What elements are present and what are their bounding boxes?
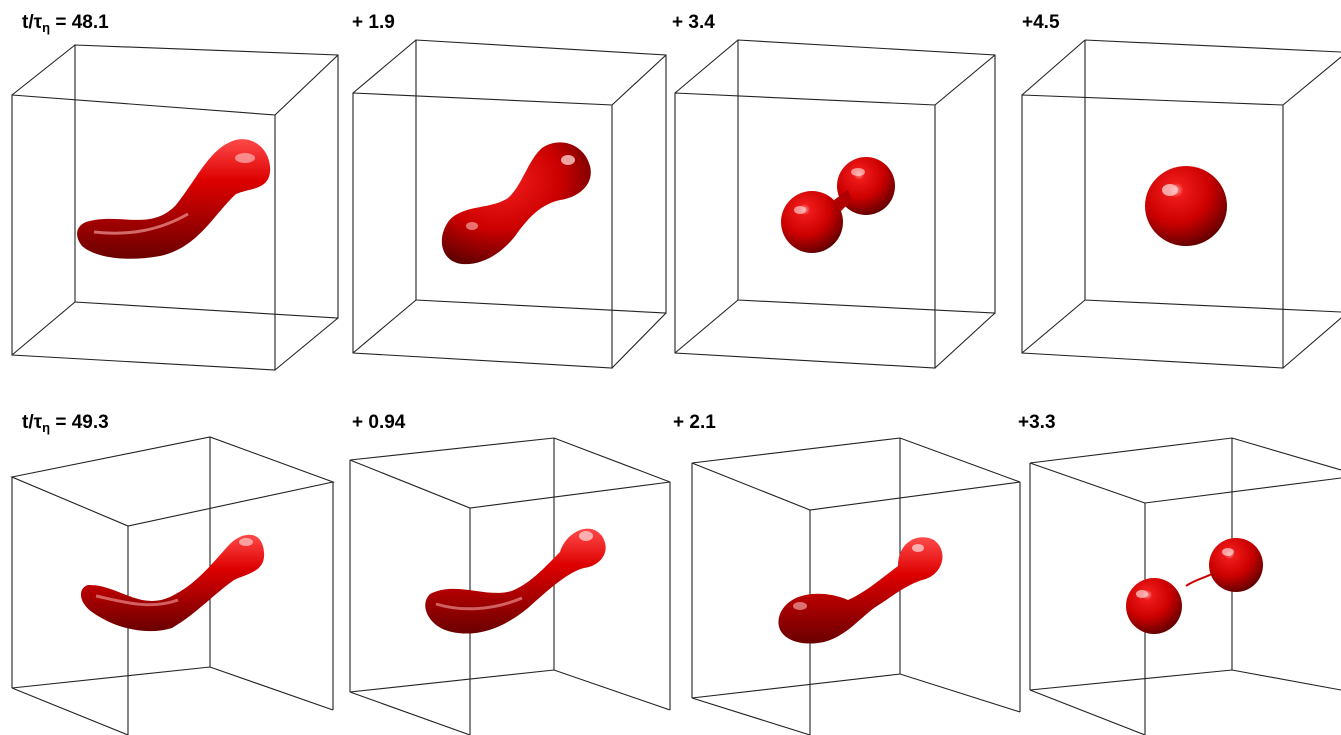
panel-r2-1 bbox=[10, 436, 335, 735]
droplet bbox=[441, 142, 591, 265]
droplet bbox=[77, 139, 271, 259]
panel-r1-3 bbox=[674, 39, 996, 369]
panel-label-r2-3: + 2.1 bbox=[673, 412, 716, 433]
panel-label-r2-2: + 0.94 bbox=[352, 412, 406, 433]
panel-r1-4 bbox=[1021, 39, 1341, 369]
box-wireframe bbox=[674, 39, 996, 369]
panel-r2-2 bbox=[349, 437, 671, 735]
box-wireframe bbox=[349, 437, 671, 735]
panel-label-r1-4: +4.5 bbox=[1022, 12, 1060, 33]
droplet bbox=[1126, 538, 1263, 634]
panel-r2-3 bbox=[691, 437, 1021, 735]
panel-label-r2-1: t/τη = 49.3 bbox=[22, 412, 109, 435]
panel-r1-1 bbox=[11, 44, 339, 371]
box-wireframe bbox=[352, 39, 667, 369]
droplet bbox=[80, 534, 265, 632]
box-wireframe bbox=[1029, 437, 1341, 735]
box-wireframe bbox=[1021, 39, 1341, 369]
box-wireframe bbox=[691, 437, 1021, 735]
droplet bbox=[425, 528, 606, 634]
droplet bbox=[781, 157, 895, 253]
panel-label-r1-3: + 3.4 bbox=[672, 12, 715, 33]
droplet bbox=[778, 537, 943, 644]
box-wireframe bbox=[11, 44, 339, 371]
panel-label-r1-1: t/τη = 48.1 bbox=[22, 12, 109, 35]
panel-label-r1-2: + 1.9 bbox=[352, 12, 395, 33]
droplet bbox=[1145, 166, 1227, 246]
panel-r2-4 bbox=[1029, 437, 1341, 735]
box-wireframe bbox=[10, 436, 335, 735]
panel-r1-2 bbox=[352, 39, 667, 369]
panel-label-r2-4: +3.3 bbox=[1018, 412, 1056, 433]
